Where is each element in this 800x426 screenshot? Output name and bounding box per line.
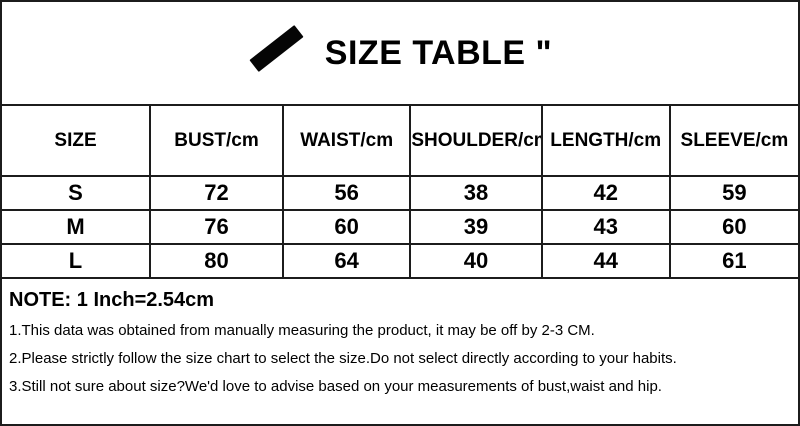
notes-heading: NOTE: 1 Inch=2.54cm	[9, 289, 215, 311]
size-table: SIZE BUST/cm WAIST/cm SHOULDER/cm LENGTH…	[2, 104, 798, 279]
value-cell: 38	[409, 175, 543, 211]
value-cell: 61	[668, 243, 798, 279]
value-cell: 40	[409, 243, 543, 279]
notes-section: NOTE: 1 Inch=2.54cm 1.This data was obta…	[2, 279, 798, 424]
value-cell: 80	[149, 243, 284, 279]
title-bar: SIZE TABLE "	[2, 2, 798, 104]
value-cell: 60	[281, 209, 412, 245]
size-cell: L	[2, 243, 152, 279]
value-cell: 64	[281, 243, 412, 279]
pen-stroke-icon	[249, 24, 304, 72]
value-cell: 76	[149, 209, 284, 245]
value-cell: 39	[409, 209, 543, 245]
column-header-size: SIZE	[2, 104, 152, 177]
page-title: SIZE TABLE "	[324, 33, 553, 72]
table-row-l: L 80 64 40 44 61	[2, 243, 798, 279]
size-cell: M	[2, 209, 152, 245]
column-header-shoulder: SHOULDER/cm	[409, 104, 543, 177]
note-item-1: 1.This data was obtained from manually m…	[9, 322, 595, 339]
table-row-s: S 72 56 38 42 59	[2, 175, 798, 211]
table-row-m: M 76 60 39 43 60	[2, 209, 798, 245]
note-item-2: 2.Please strictly follow the size chart …	[9, 350, 677, 367]
size-cell: S	[2, 175, 152, 211]
column-header-waist: WAIST/cm	[281, 104, 412, 177]
column-header-length: LENGTH/cm	[540, 104, 671, 177]
note-item-3: 3.Still not sure about size?We'd love to…	[9, 378, 662, 395]
column-header-sleeve: SLEEVE/cm	[668, 104, 798, 177]
value-cell: 56	[281, 175, 412, 211]
value-cell: 42	[540, 175, 671, 211]
value-cell: 60	[668, 209, 798, 245]
table-header-row: SIZE BUST/cm WAIST/cm SHOULDER/cm LENGTH…	[2, 104, 798, 177]
column-header-bust: BUST/cm	[149, 104, 284, 177]
value-cell: 72	[149, 175, 284, 211]
value-cell: 44	[540, 243, 671, 279]
value-cell: 59	[668, 175, 798, 211]
value-cell: 43	[540, 209, 671, 245]
